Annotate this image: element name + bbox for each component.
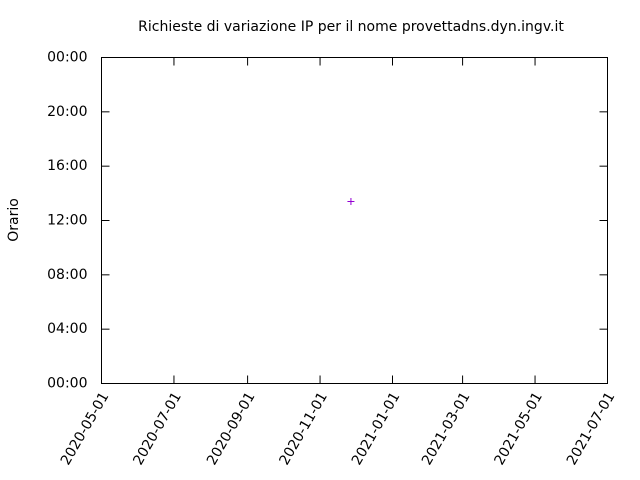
y-tick-label: 16:00: [47, 158, 87, 174]
y-tick-label: 12:00: [47, 213, 87, 229]
y-axis-label: Orario: [6, 198, 22, 242]
chart-title: Richieste di variazione IP per il nome p…: [138, 19, 564, 35]
y-tick-label: 00:00: [47, 50, 87, 66]
point: [347, 197, 355, 205]
y-tick-label: 04:00: [47, 321, 87, 337]
y-tick-label: 00:00: [47, 376, 87, 392]
y-tick-label: 20:00: [47, 104, 87, 120]
y-tick-label: 08:00: [47, 267, 87, 283]
